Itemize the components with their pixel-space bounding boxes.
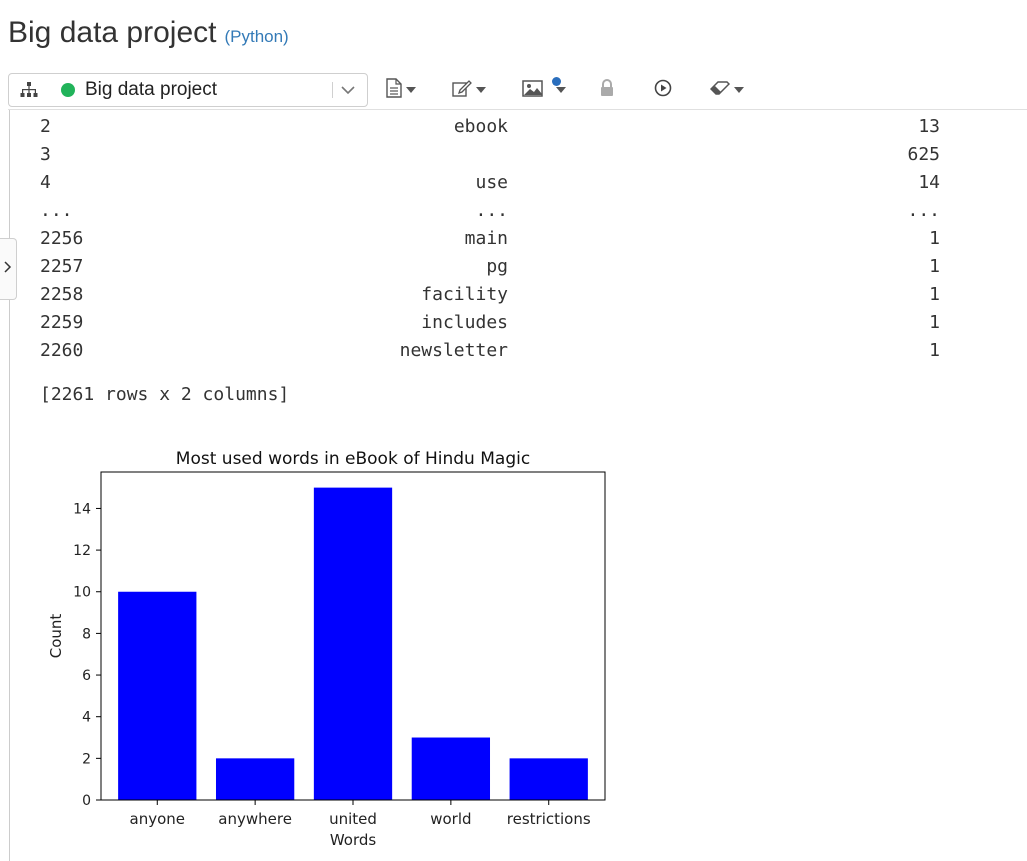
table-row: 2257 pg 1 <box>40 254 940 282</box>
table-row: ......... <box>40 198 940 226</box>
bar-world <box>411 737 491 800</box>
row-word: newsletter <box>399 340 508 361</box>
kernel-language: (Python) <box>224 27 289 46</box>
row-word: ebook <box>453 116 508 137</box>
y-tick-label: 14 <box>73 501 91 517</box>
row-count: 1 <box>929 312 940 333</box>
x-tick-label: restrictions <box>507 810 591 828</box>
table-row: 2256 main 1 <box>40 226 940 254</box>
table-row: 2260 newsletter 1 <box>40 338 940 366</box>
title-row: Big data project (Python) <box>8 16 289 50</box>
row-index: 3 <box>40 144 51 165</box>
x-tick-label: united <box>329 810 377 828</box>
row-word: facility <box>421 284 508 305</box>
row-count: 1 <box>929 256 940 277</box>
caret-down-icon <box>476 87 486 93</box>
lock-icon <box>600 78 614 102</box>
row-count: 625 <box>907 144 940 165</box>
project-select[interactable]: Big data project <box>8 73 368 107</box>
row-count: 1 <box>929 228 940 249</box>
row-word: pg <box>486 256 508 277</box>
row-index: 2258 <box>40 284 84 305</box>
clear-output-button[interactable] <box>709 73 744 107</box>
edit-icon <box>452 79 472 102</box>
caret-down-icon <box>556 87 566 93</box>
lock-button[interactable] <box>600 73 614 107</box>
table-row: 2259 includes 1 <box>40 310 940 338</box>
view-menu-button[interactable] <box>522 73 566 107</box>
table-row: 3 625 <box>40 142 940 170</box>
y-tick-label: 2 <box>82 751 91 767</box>
toolbar: Big data project <box>8 71 1027 110</box>
dataframe-shape: [2261 rows x 2 columns] <box>40 384 290 405</box>
row-index: 2260 <box>40 340 84 361</box>
row-word: ... <box>475 200 508 221</box>
bar-united <box>313 487 393 800</box>
x-tick-label: anywhere <box>218 810 292 828</box>
row-count: 14 <box>918 172 940 193</box>
bar-chart: Most used words in eBook of Hindu Magic a… <box>47 449 606 849</box>
cell-gutter <box>9 110 10 861</box>
row-index: 4 <box>40 172 51 193</box>
y-tick-label: 12 <box>73 543 91 559</box>
bar-restrictions <box>509 758 588 800</box>
table-row: 4 use 14 <box>40 170 940 198</box>
caret-down-icon <box>406 87 416 93</box>
y-tick-label: 6 <box>82 668 91 684</box>
y-tick-label: 10 <box>73 585 91 601</box>
row-index: ... <box>40 200 73 221</box>
chevron-down-icon[interactable] <box>332 82 363 98</box>
bar-anyone <box>118 591 197 800</box>
bar-anywhere <box>215 758 295 800</box>
table-row: 2258 facility 1 <box>40 282 940 310</box>
file-menu-button[interactable] <box>386 73 416 107</box>
plot-frame <box>100 471 606 801</box>
kernel-status-dot <box>61 83 75 97</box>
image-icon <box>522 79 544 102</box>
y-tick-label: 8 <box>82 626 91 642</box>
row-count: 1 <box>929 284 940 305</box>
sidebar-toggle[interactable] <box>0 238 17 300</box>
dataframe-output: 2 ebook 13 3 625 4 use 14......... 2256 main 1 2257… <box>40 114 940 366</box>
row-count: ... <box>907 200 940 221</box>
y-tick-label: 4 <box>82 710 91 726</box>
y-axis-label: Count <box>47 614 65 659</box>
project-name: Big data project <box>85 79 218 100</box>
y-tick-label: 0 <box>82 793 91 809</box>
sitemap-icon[interactable] <box>9 82 49 98</box>
play-icon <box>654 79 672 102</box>
row-index: 2257 <box>40 256 84 277</box>
document-icon <box>386 77 402 103</box>
caret-down-icon <box>734 87 744 93</box>
page-title[interactable]: Big data project <box>8 16 217 49</box>
row-word: use <box>475 172 508 193</box>
edit-menu-button[interactable] <box>452 73 486 107</box>
cell-output: 2 ebook 13 3 625 4 use 14......... 2256 main 1 2257… <box>40 114 940 405</box>
eraser-icon <box>709 80 731 100</box>
chart-title: Most used words in eBook of Hindu Magic <box>176 449 530 469</box>
row-word: includes <box>421 312 508 333</box>
row-count: 1 <box>929 340 940 361</box>
row-index: 2259 <box>40 312 84 333</box>
row-word: main <box>464 228 508 249</box>
x-tick-label: world <box>430 810 471 828</box>
table-row: 2 ebook 13 <box>40 114 940 142</box>
notification-dot <box>552 77 561 86</box>
chevron-right-icon <box>4 260 12 278</box>
row-index: 2 <box>40 116 51 137</box>
x-tick-label: anyone <box>130 810 186 828</box>
row-count: 13 <box>918 116 940 137</box>
run-button[interactable] <box>654 73 672 107</box>
x-axis-label: Words <box>330 831 377 849</box>
row-index: 2256 <box>40 228 84 249</box>
